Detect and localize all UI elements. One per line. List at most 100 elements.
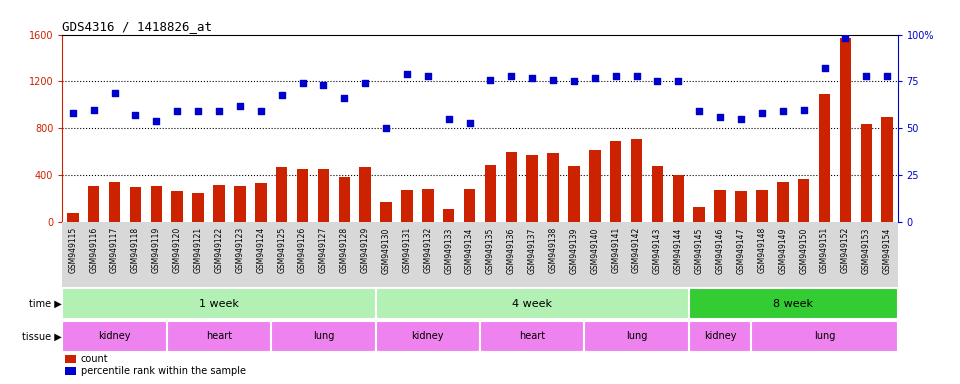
- Bar: [65, 355, 76, 363]
- Point: [232, 103, 248, 109]
- Bar: [693, 207, 705, 222]
- Bar: [213, 184, 225, 222]
- FancyBboxPatch shape: [375, 321, 480, 352]
- Text: GSM949133: GSM949133: [444, 227, 453, 274]
- Text: GSM949147: GSM949147: [736, 227, 746, 274]
- Bar: [881, 117, 893, 222]
- Text: GSM949136: GSM949136: [507, 227, 516, 274]
- Text: GSM949139: GSM949139: [569, 227, 579, 274]
- Point: [671, 78, 686, 84]
- Text: heart: heart: [206, 331, 232, 341]
- Point: [712, 114, 728, 120]
- Point: [566, 78, 582, 84]
- Text: GSM949116: GSM949116: [89, 227, 98, 273]
- Point: [170, 108, 185, 114]
- Point: [295, 80, 310, 86]
- Text: GDS4316 / 1418826_at: GDS4316 / 1418826_at: [62, 20, 212, 33]
- Point: [86, 106, 102, 113]
- Point: [441, 116, 456, 122]
- Text: GSM949150: GSM949150: [799, 227, 808, 274]
- FancyBboxPatch shape: [167, 321, 272, 352]
- Text: GSM949148: GSM949148: [757, 227, 766, 273]
- Text: GSM949128: GSM949128: [340, 227, 348, 273]
- FancyBboxPatch shape: [272, 321, 375, 352]
- Text: GSM949124: GSM949124: [256, 227, 265, 273]
- Text: lung: lung: [814, 331, 835, 341]
- Point: [420, 73, 436, 79]
- Bar: [464, 189, 475, 222]
- Text: GSM949118: GSM949118: [131, 227, 140, 273]
- Bar: [819, 94, 830, 222]
- Text: kidney: kidney: [412, 331, 444, 341]
- Point: [253, 108, 269, 114]
- Text: GSM949127: GSM949127: [319, 227, 328, 273]
- Point: [316, 82, 331, 88]
- Text: 4 week: 4 week: [513, 299, 552, 309]
- Point: [274, 91, 289, 98]
- Bar: [359, 167, 371, 222]
- Text: lung: lung: [626, 331, 647, 341]
- FancyBboxPatch shape: [62, 288, 375, 319]
- Text: GSM949132: GSM949132: [423, 227, 432, 273]
- Bar: [860, 124, 872, 222]
- Bar: [589, 150, 601, 222]
- Text: 8 week: 8 week: [773, 299, 813, 309]
- Bar: [108, 182, 120, 222]
- Text: GSM949115: GSM949115: [68, 227, 78, 273]
- Bar: [443, 209, 454, 222]
- Bar: [673, 175, 684, 222]
- FancyBboxPatch shape: [689, 321, 752, 352]
- Point: [733, 116, 749, 122]
- FancyBboxPatch shape: [375, 288, 689, 319]
- FancyBboxPatch shape: [480, 321, 585, 352]
- FancyBboxPatch shape: [585, 321, 689, 352]
- Bar: [568, 166, 580, 222]
- Bar: [172, 191, 183, 222]
- Text: tissue ▶: tissue ▶: [22, 331, 62, 341]
- Text: GSM949131: GSM949131: [402, 227, 412, 273]
- Bar: [276, 167, 287, 222]
- FancyBboxPatch shape: [752, 321, 898, 352]
- Point: [588, 74, 603, 81]
- Point: [483, 76, 498, 83]
- Text: GSM949138: GSM949138: [548, 227, 558, 273]
- Point: [524, 74, 540, 81]
- Text: GSM949151: GSM949151: [820, 227, 829, 273]
- Text: GSM949153: GSM949153: [862, 227, 871, 274]
- Point: [629, 73, 644, 79]
- Text: GSM949137: GSM949137: [528, 227, 537, 274]
- Text: GSM949120: GSM949120: [173, 227, 181, 273]
- Bar: [234, 186, 246, 222]
- Text: GSM949126: GSM949126: [298, 227, 307, 273]
- Point: [337, 95, 352, 101]
- Text: GSM949145: GSM949145: [695, 227, 704, 274]
- Point: [608, 73, 623, 79]
- Point: [755, 110, 770, 116]
- Text: heart: heart: [519, 331, 545, 341]
- Bar: [380, 202, 392, 222]
- Bar: [318, 169, 329, 222]
- Bar: [65, 367, 76, 375]
- Text: GSM949117: GSM949117: [110, 227, 119, 273]
- Text: time ▶: time ▶: [29, 299, 62, 309]
- Bar: [840, 38, 852, 222]
- Bar: [777, 182, 788, 222]
- Bar: [339, 177, 350, 222]
- Text: GSM949141: GSM949141: [612, 227, 620, 273]
- Point: [378, 125, 394, 131]
- Point: [796, 106, 811, 113]
- Text: kidney: kidney: [704, 331, 736, 341]
- Text: GSM949142: GSM949142: [632, 227, 641, 273]
- Point: [838, 35, 853, 41]
- Bar: [297, 169, 308, 222]
- Bar: [506, 152, 517, 222]
- Text: GSM949130: GSM949130: [381, 227, 391, 274]
- Point: [128, 112, 143, 118]
- FancyBboxPatch shape: [62, 321, 167, 352]
- Text: GSM949135: GSM949135: [486, 227, 495, 274]
- Bar: [526, 155, 538, 222]
- FancyBboxPatch shape: [689, 288, 898, 319]
- Bar: [631, 139, 642, 222]
- Bar: [422, 189, 434, 222]
- Point: [65, 110, 81, 116]
